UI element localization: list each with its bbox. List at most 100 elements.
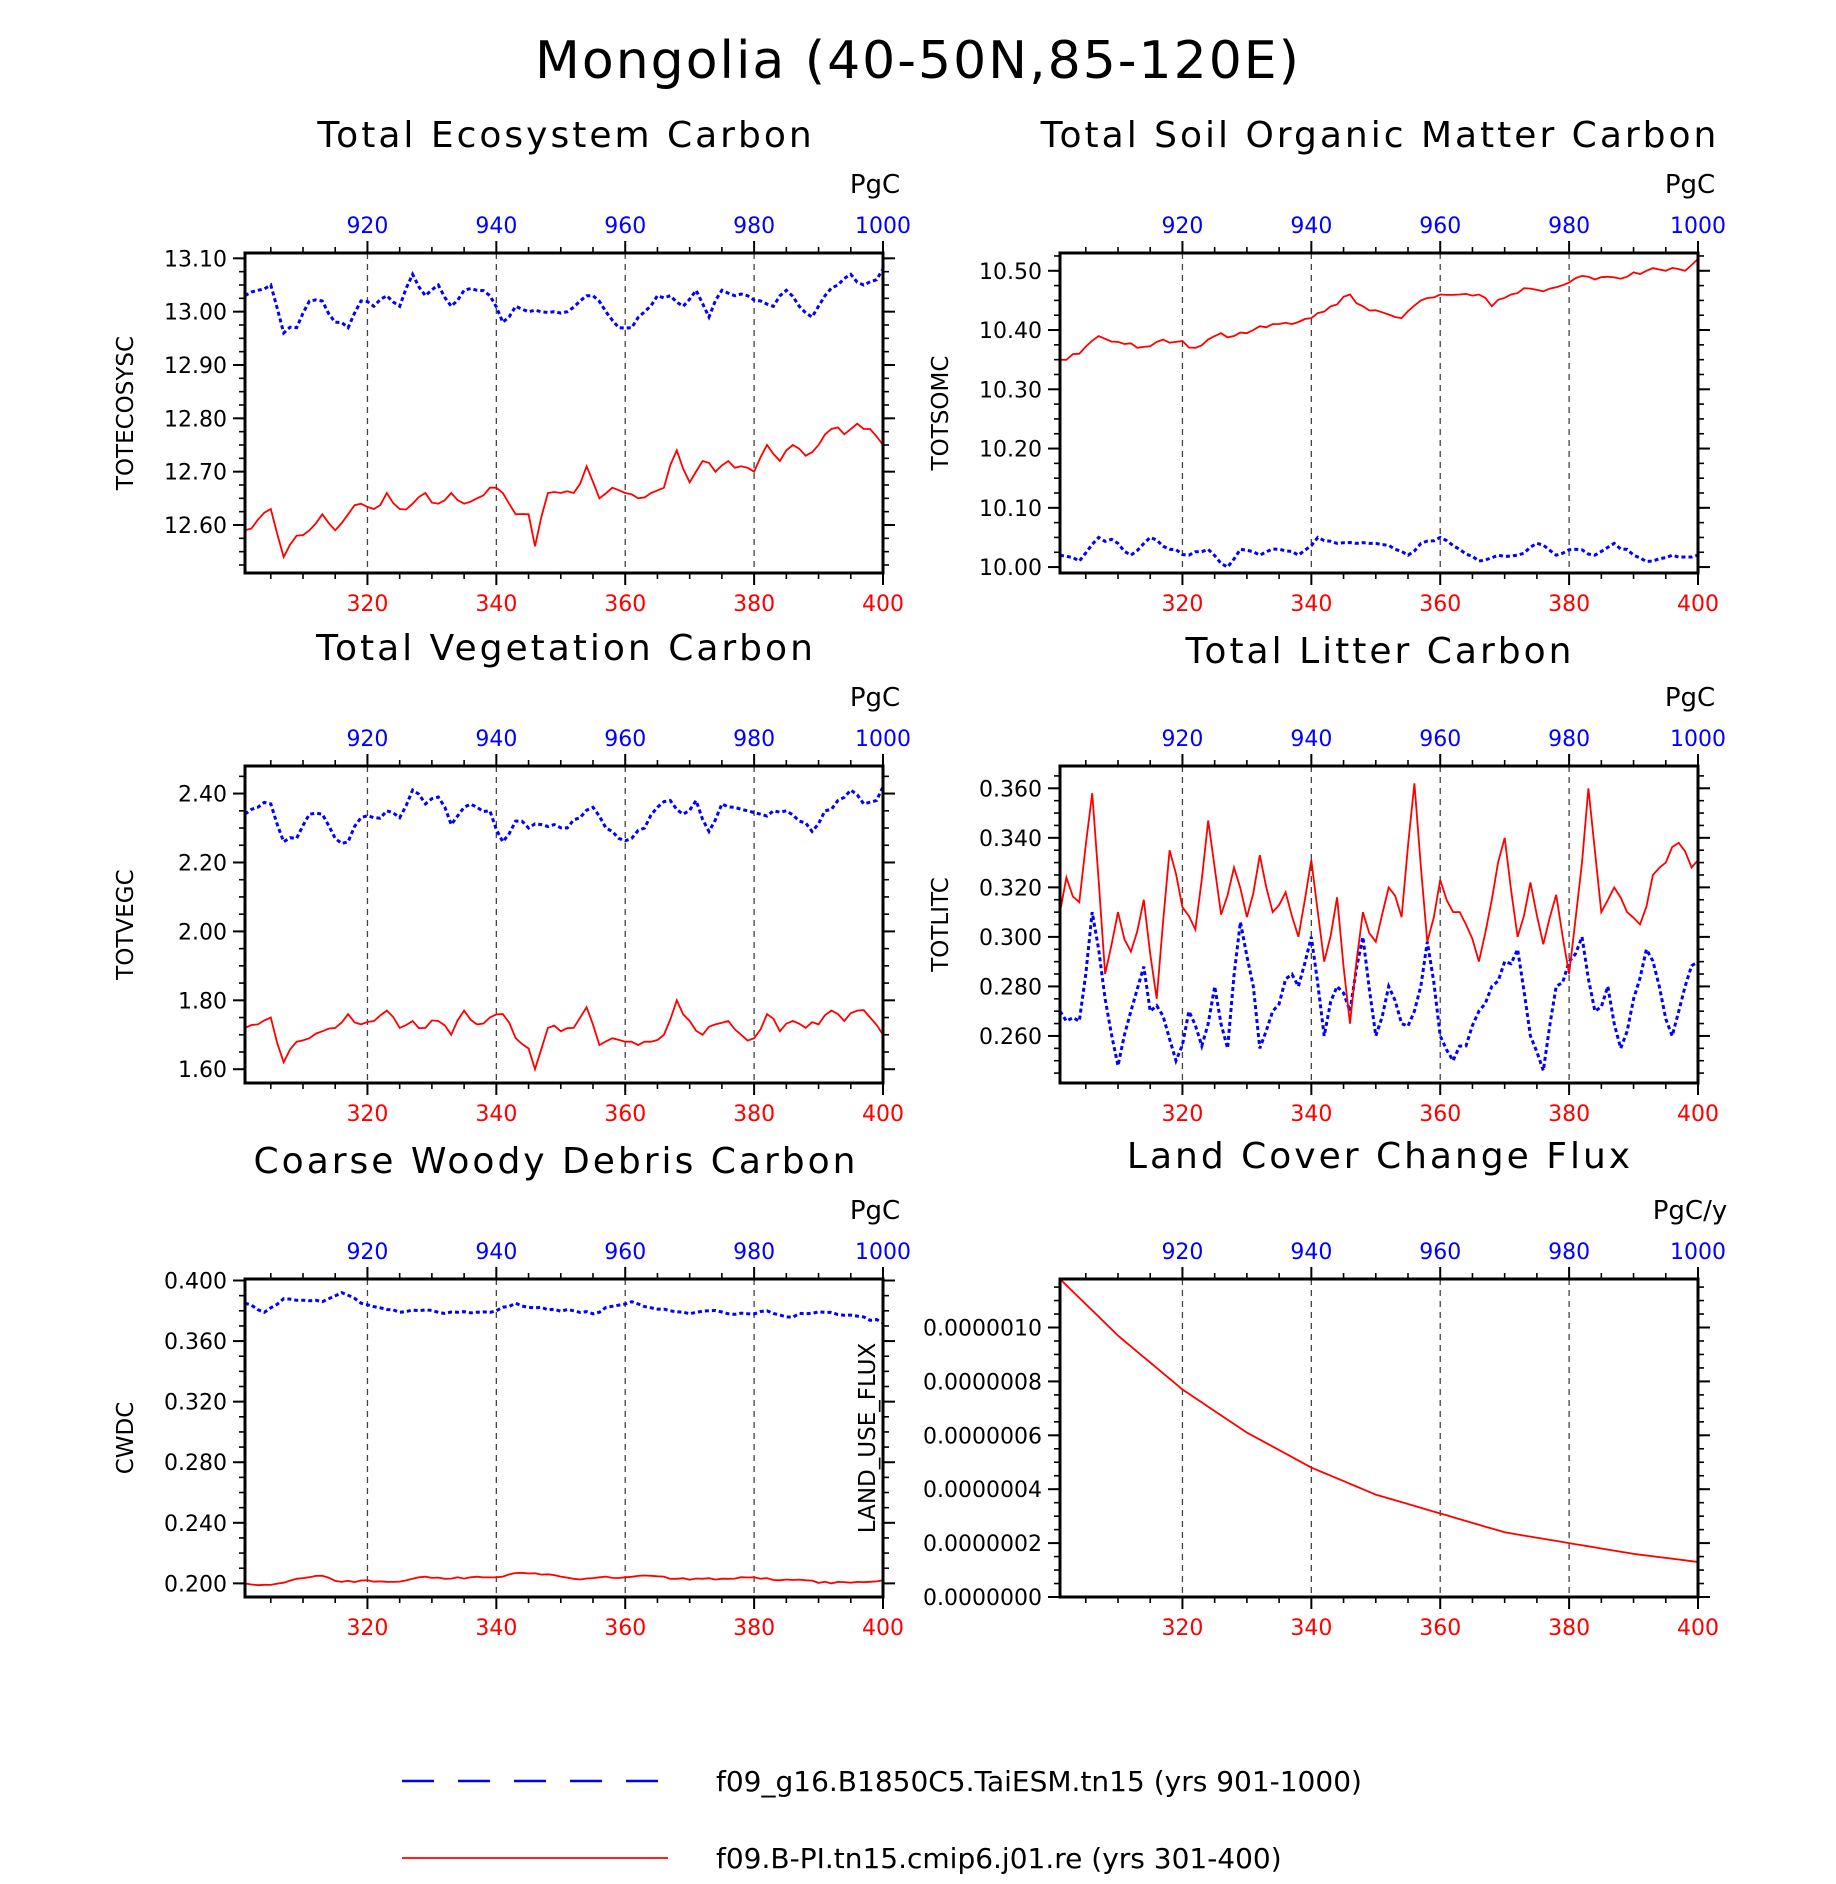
panel-title: Total Litter Carbon	[1185, 631, 1575, 672]
panel-title: Coarse Woody Debris Carbon	[254, 1141, 859, 1182]
x-tick-label-bottom: 360	[604, 1616, 646, 1641]
x-tick-label-bottom: 360	[1419, 1616, 1461, 1641]
series-line-case1	[245, 1290, 883, 1325]
y-tick-label: 0.0000010	[923, 1317, 1042, 1342]
legend-label-case1: f09_g16.B1850C5.TaiESM.tn15 (yrs 901-100…	[716, 1765, 1362, 1798]
plot-frame	[1058, 251, 1700, 575]
y-tick-label: 13.10	[164, 247, 227, 272]
x-tick-label-top: 960	[1419, 727, 1461, 752]
series-line-case2	[1060, 258, 1698, 361]
y-tick-label: 10.20	[979, 438, 1042, 463]
y-tick-label: 0.320	[979, 876, 1042, 901]
series-line-case1	[245, 268, 883, 336]
y-tick-label: 0.280	[979, 975, 1042, 1000]
panel-title: Total Soil Organic Matter Carbon	[1040, 115, 1720, 156]
x-tick-label-top: 960	[604, 214, 646, 239]
x-tick-label-bottom: 340	[475, 1616, 517, 1641]
y-tick-label: 1.80	[178, 989, 227, 1014]
y-tick-label: 0.0000002	[923, 1532, 1042, 1557]
x-tick-label-bottom: 400	[1677, 1102, 1719, 1127]
panel-title: Land Cover Change Flux	[1127, 1136, 1633, 1177]
y-tick-label: 10.10	[979, 497, 1042, 522]
y-tick-label: 0.240	[164, 1512, 227, 1537]
y-tick-label: 10.00	[979, 556, 1042, 581]
x-tick-label-top: 920	[1161, 214, 1203, 239]
x-tick-label-bottom: 380	[733, 1102, 775, 1127]
x-tick-label-bottom: 340	[1290, 592, 1332, 617]
y-tick-label: 0.0000000	[923, 1586, 1042, 1611]
chart-panel-5: Coarse Woody Debris Carbon PgC 0.200 0.240 0…	[113, 1141, 911, 1641]
series-line-case2	[1060, 1279, 1698, 1563]
unit-label: PgC	[850, 170, 900, 200]
x-tick-label-top: 1000	[855, 1240, 911, 1265]
y-tick-label: 0.400	[164, 1270, 227, 1295]
chart-panels: Total Ecosystem Carbon PgC 12.60 12.70 12.80…	[113, 115, 1727, 1641]
x-tick-label-bottom: 380	[733, 1616, 775, 1641]
x-tick-label-top: 980	[733, 1240, 775, 1265]
x-tick-label-bottom: 340	[475, 592, 517, 617]
x-tick-label-bottom: 320	[1161, 592, 1203, 617]
x-tick-label-top: 940	[475, 1240, 517, 1265]
y-tick-label: 0.0000004	[923, 1478, 1042, 1503]
y-tick-label: 12.60	[164, 514, 227, 539]
x-tick-label-bottom: 340	[1290, 1616, 1332, 1641]
x-tick-label-bottom: 360	[604, 592, 646, 617]
x-tick-label-top: 940	[475, 727, 517, 752]
legend: f09_g16.B1850C5.TaiESM.tn15 (yrs 901-100…	[402, 1765, 1362, 1875]
x-tick-label-top: 980	[733, 214, 775, 239]
x-tick-label-bottom: 360	[1419, 592, 1461, 617]
unit-label: PgC/y	[1653, 1196, 1727, 1226]
plot-frame	[243, 251, 885, 575]
y-tick-label: 10.50	[979, 260, 1042, 285]
y-tick-label: 0.360	[979, 777, 1042, 802]
y-axis-label: TOTECOSYSC	[113, 336, 139, 491]
x-tick-label-top: 960	[1419, 1240, 1461, 1265]
x-tick-label-top: 940	[1290, 1240, 1332, 1265]
x-tick-label-bottom: 380	[1548, 1102, 1590, 1127]
x-tick-label-top: 1000	[1670, 214, 1726, 239]
y-tick-label: 0.260	[979, 1025, 1042, 1050]
chart-panel-1: Total Ecosystem Carbon PgC 12.60 12.70 12.80…	[113, 115, 911, 617]
y-tick-label: 12.70	[164, 461, 227, 486]
figure-title: Mongolia (40-50N,85-120E)	[535, 31, 1301, 91]
x-tick-label-bottom: 340	[1290, 1102, 1332, 1127]
x-tick-label-top: 920	[346, 1240, 388, 1265]
y-tick-label: 0.280	[164, 1451, 227, 1476]
x-tick-label-top: 920	[346, 727, 388, 752]
chart-panel-6: Land Cover Change Flux PgC/y 0.0000000 0.00…	[855, 1136, 1727, 1641]
x-tick-label-top: 1000	[1670, 727, 1726, 752]
y-axis-label: LAND_USE_FLUX	[855, 1343, 881, 1534]
chart-panel-3: Total Vegetation Carbon PgC 1.60 1.80 2.00 2.…	[113, 628, 911, 1127]
x-tick-label-top: 940	[1290, 727, 1332, 752]
plot-frame	[1058, 1277, 1700, 1599]
y-axis-label: TOTLITC	[928, 877, 954, 973]
x-tick-label-bottom: 340	[475, 1102, 517, 1127]
unit-label: PgC	[850, 683, 900, 713]
unit-label: PgC	[1665, 170, 1715, 200]
unit-label: PgC	[850, 1196, 900, 1226]
x-tick-label-bottom: 320	[346, 1616, 388, 1641]
series-line-case2	[1060, 783, 1698, 1024]
x-tick-label-top: 920	[1161, 727, 1203, 752]
x-tick-label-top: 980	[1548, 1240, 1590, 1265]
x-tick-label-top: 980	[1548, 214, 1590, 239]
x-tick-label-bottom: 400	[862, 592, 904, 617]
x-tick-label-bottom: 320	[346, 1102, 388, 1127]
y-tick-label: 0.320	[164, 1391, 227, 1416]
x-tick-label-top: 980	[1548, 727, 1590, 752]
y-tick-label: 2.20	[178, 851, 227, 876]
x-tick-label-top: 920	[346, 214, 388, 239]
chart-panel-4: Total Litter Carbon PgC 0.260 0.280 0.300 0.3…	[928, 631, 1726, 1127]
x-tick-label-bottom: 400	[862, 1616, 904, 1641]
series-line-case2	[245, 1571, 883, 1587]
x-tick-label-top: 960	[604, 1240, 646, 1265]
series-line-case1	[245, 786, 883, 846]
y-tick-label: 2.00	[178, 920, 227, 945]
x-tick-label-bottom: 360	[604, 1102, 646, 1127]
x-tick-label-bottom: 380	[1548, 592, 1590, 617]
y-tick-label: 0.300	[979, 926, 1042, 951]
x-tick-label-bottom: 380	[733, 592, 775, 617]
legend-label-case2: f09.B-PI.tn15.cmip6.j01.re (yrs 301-400)	[716, 1842, 1282, 1875]
x-tick-label-top: 1000	[855, 214, 911, 239]
y-tick-label: 12.90	[164, 354, 227, 379]
